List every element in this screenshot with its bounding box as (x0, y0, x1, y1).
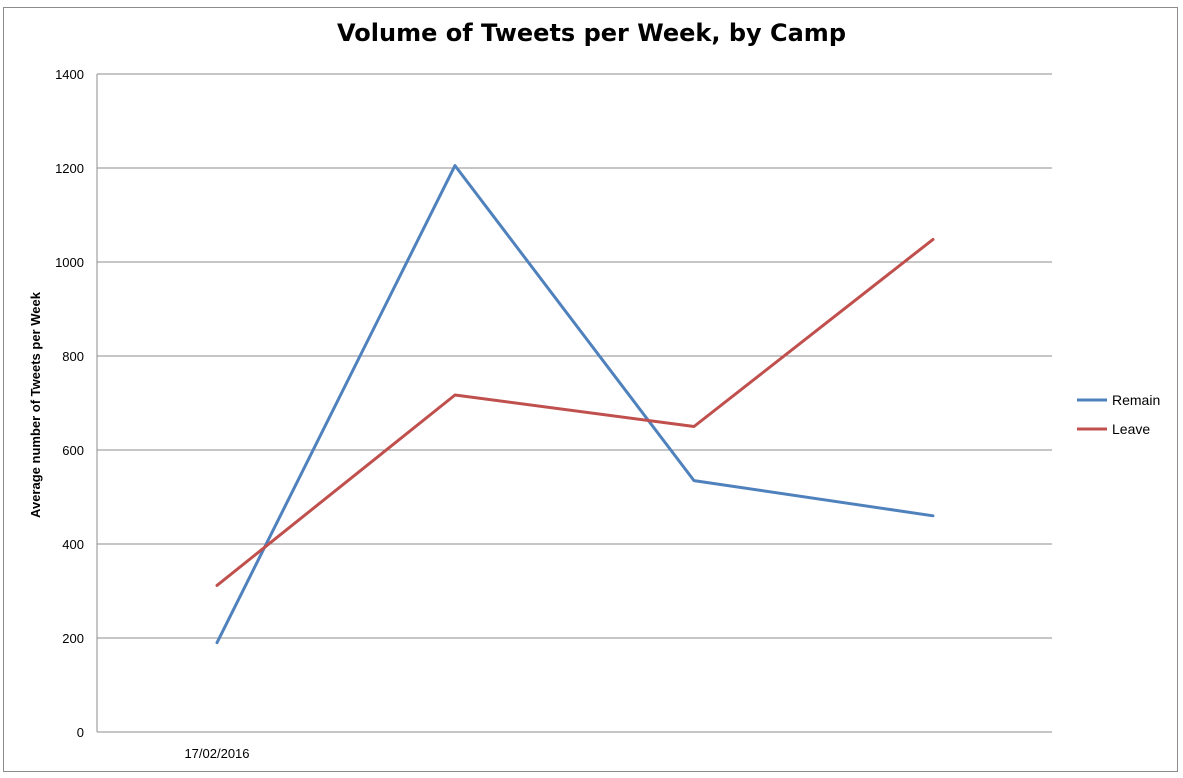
y-tick-label: 800 (62, 349, 84, 364)
axes (96, 74, 1052, 733)
chart-frame (3, 7, 1178, 772)
legend-label-leave: Leave (1112, 421, 1150, 437)
x-tick-label: 17/02/2016 (184, 746, 249, 761)
y-tick-labels: 0 200 400 600 800 1000 1200 1400 (55, 67, 84, 740)
y-tick-label: 200 (62, 631, 84, 646)
y-tick-label: 1400 (55, 67, 84, 82)
y-tick-label: 0 (77, 725, 84, 740)
legend-label-remain: Remain (1112, 392, 1160, 408)
y-tick-label: 1000 (55, 255, 84, 270)
x-tick-labels: 17/02/2016 (184, 746, 249, 761)
series-lines (215, 164, 935, 645)
y-tick-label: 600 (62, 443, 84, 458)
y-tick-label: 1200 (55, 161, 84, 176)
chart-title: Volume of Tweets per Week, by Camp (337, 19, 846, 47)
series-line-remain (215, 164, 935, 645)
series-line-leave (215, 237, 935, 587)
legend: Remain Leave (1077, 392, 1160, 437)
gridlines (97, 73, 1052, 639)
y-tick-label: 400 (62, 537, 84, 552)
y-axis-label: Average number of Tweets per Week (28, 291, 43, 518)
